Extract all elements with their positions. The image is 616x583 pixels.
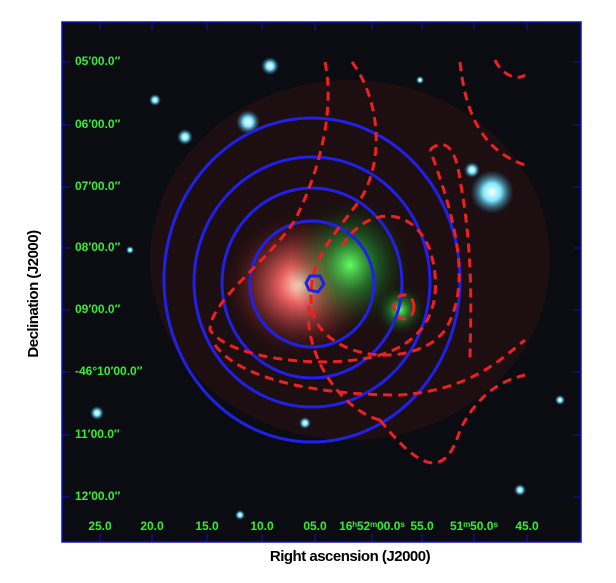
y-tick-label: 12′00.0″ (75, 489, 121, 503)
y-tick-label: 11′00.0″ (75, 427, 120, 441)
red-contours (208, 59, 526, 465)
y-tick-label: 09′00.0″ (75, 302, 121, 316)
sky-image (62, 22, 581, 542)
x-tick-label: 45.0 (515, 519, 539, 533)
x-tick-label: 15.0 (195, 519, 219, 533)
x-tick-label: 51ᵐ50.0ˢ (450, 519, 498, 533)
x-tick-label: 25.0 (88, 519, 112, 533)
y-tick-label: 05′00.0″ (75, 54, 121, 68)
y-tick-label: 08′00.0″ (75, 240, 121, 254)
y-tick-label: 06′00.0″ (75, 117, 121, 131)
y-tick-label: -46°10′00.0″ (75, 364, 143, 378)
x-tick-label: 55.0 (410, 519, 434, 533)
x-tick-label: 20.0 (140, 519, 164, 533)
x-tick-label: 05.0 (303, 519, 327, 533)
x-tick-label: 16ʰ52ᵐ00.0ˢ (339, 519, 405, 533)
y-axis-label: Declination (J2000) (25, 230, 42, 358)
x-tick-label: 10.0 (250, 519, 274, 533)
y-tick-label: 07′00.0″ (75, 179, 121, 193)
x-axis-label: Right ascension (J2000) (270, 548, 431, 565)
frame (61, 21, 582, 543)
